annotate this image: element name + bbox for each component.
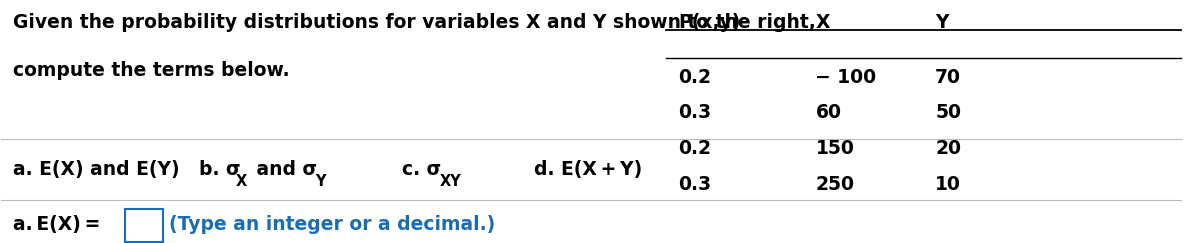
Text: a. E(X) and E(Y): a. E(X) and E(Y)	[13, 160, 180, 180]
Text: 250: 250	[816, 175, 854, 194]
Text: 150: 150	[816, 139, 854, 158]
Text: (Type an integer or a decimal.): (Type an integer or a decimal.)	[169, 215, 496, 234]
Text: 0.3: 0.3	[678, 175, 710, 194]
Text: X: X	[816, 13, 830, 32]
Text: 0.2: 0.2	[678, 68, 710, 87]
Text: Y: Y	[935, 13, 949, 32]
Text: P(x,y): P(x,y)	[678, 13, 740, 32]
Text: XY: XY	[439, 174, 461, 189]
Text: b. σ: b. σ	[199, 160, 240, 180]
Text: 60: 60	[816, 104, 841, 122]
Text: and σ: and σ	[251, 160, 318, 180]
Text: a. E(X) =: a. E(X) =	[13, 215, 101, 234]
Text: Y: Y	[316, 174, 325, 189]
Text: 0.2: 0.2	[678, 139, 710, 158]
Text: compute the terms below.: compute the terms below.	[13, 61, 290, 80]
Text: X: X	[236, 174, 247, 189]
Text: 70: 70	[935, 68, 961, 87]
Text: 50: 50	[935, 104, 961, 122]
Text: c. σ: c. σ	[402, 160, 442, 180]
Text: d. E(X + Y): d. E(X + Y)	[534, 160, 642, 180]
Text: − 100: − 100	[816, 68, 877, 87]
Text: 20: 20	[935, 139, 961, 158]
Text: Given the probability distributions for variables X and Y shown to the right,: Given the probability distributions for …	[13, 13, 816, 32]
Text: 0.3: 0.3	[678, 104, 710, 122]
FancyBboxPatch shape	[125, 209, 163, 242]
Text: 10: 10	[935, 175, 961, 194]
